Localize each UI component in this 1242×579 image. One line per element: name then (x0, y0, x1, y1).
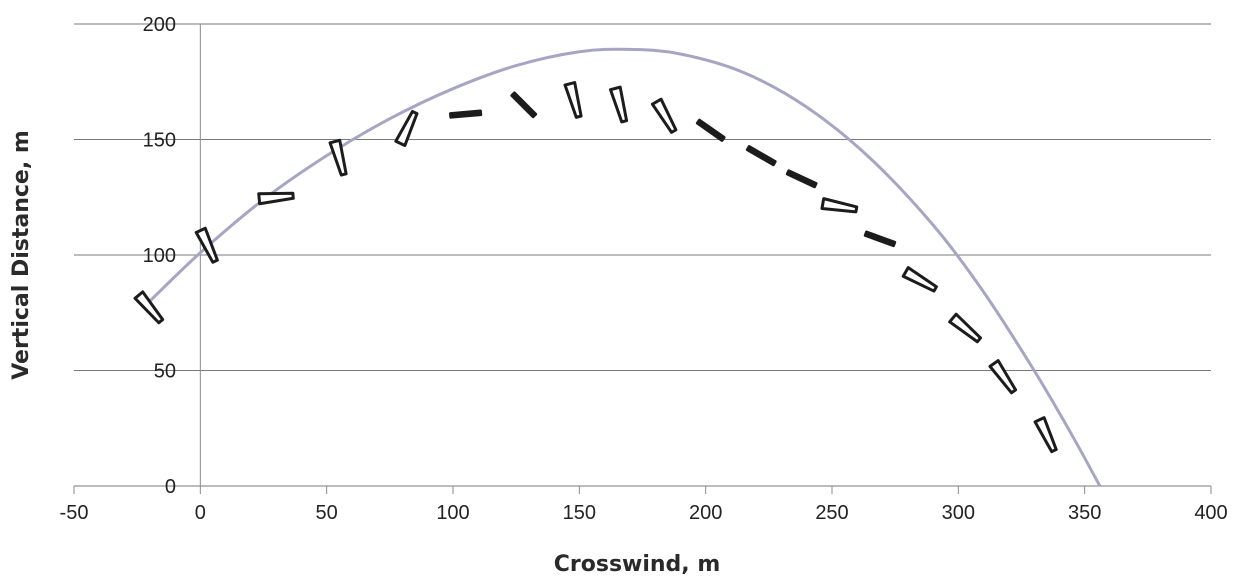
x-tick-label: 300 (942, 502, 975, 524)
trajectory-marker (745, 145, 777, 167)
trajectory-curve-layer (148, 47, 1102, 487)
marker-layer (133, 81, 1058, 454)
trajectory-marker (449, 109, 483, 119)
trajectory-marker (863, 230, 897, 248)
x-tick-label: 400 (1194, 502, 1227, 524)
x-tick-label: 150 (563, 502, 596, 524)
y-tick-label: 150 (143, 130, 176, 152)
trajectory-marker (328, 138, 348, 177)
x-tick-label: 200 (689, 502, 722, 524)
trajectory-marker (988, 359, 1018, 395)
trajectory-marker (510, 91, 538, 119)
trajectory-marker (609, 85, 629, 124)
trajectory-marker (901, 266, 938, 293)
y-tick-label: 50 (154, 361, 176, 383)
axes (73, 24, 1212, 494)
y-tick-label: 200 (143, 14, 176, 36)
trajectory-marker (133, 290, 165, 325)
x-tick-label: 100 (436, 502, 469, 524)
trajectory-marker (563, 81, 583, 119)
x-tick-label: 50 (316, 502, 338, 524)
trajectory-marker (394, 109, 419, 147)
trajectory-marker (948, 312, 983, 344)
trajectory-marker (820, 197, 859, 214)
x-tick-label: 350 (1068, 502, 1101, 524)
y-axis-title: Vertical Distance, m (9, 130, 34, 380)
y-tick-label: 100 (143, 245, 176, 267)
trajectory-marker (257, 191, 295, 206)
y-tick-label: 0 (165, 476, 176, 498)
x-tick-label: -50 (60, 502, 89, 524)
trajectory-marker (194, 226, 219, 264)
grid-lines (74, 23, 1211, 487)
trajectory-marker (650, 97, 678, 134)
trajectory-marker (1033, 416, 1058, 454)
x-tick-label: 250 (815, 502, 848, 524)
trajectory-marker (785, 169, 818, 189)
trajectory-curve (148, 47, 1102, 487)
trajectory-marker (695, 118, 726, 142)
tick-label-layer: 0 50 100 150 200 -50 0 50 100 150 200 250 300 350 400 (60, 14, 1228, 524)
x-tick-label: 0 (195, 502, 206, 524)
x-axis-title: Crosswind, m (554, 552, 721, 577)
